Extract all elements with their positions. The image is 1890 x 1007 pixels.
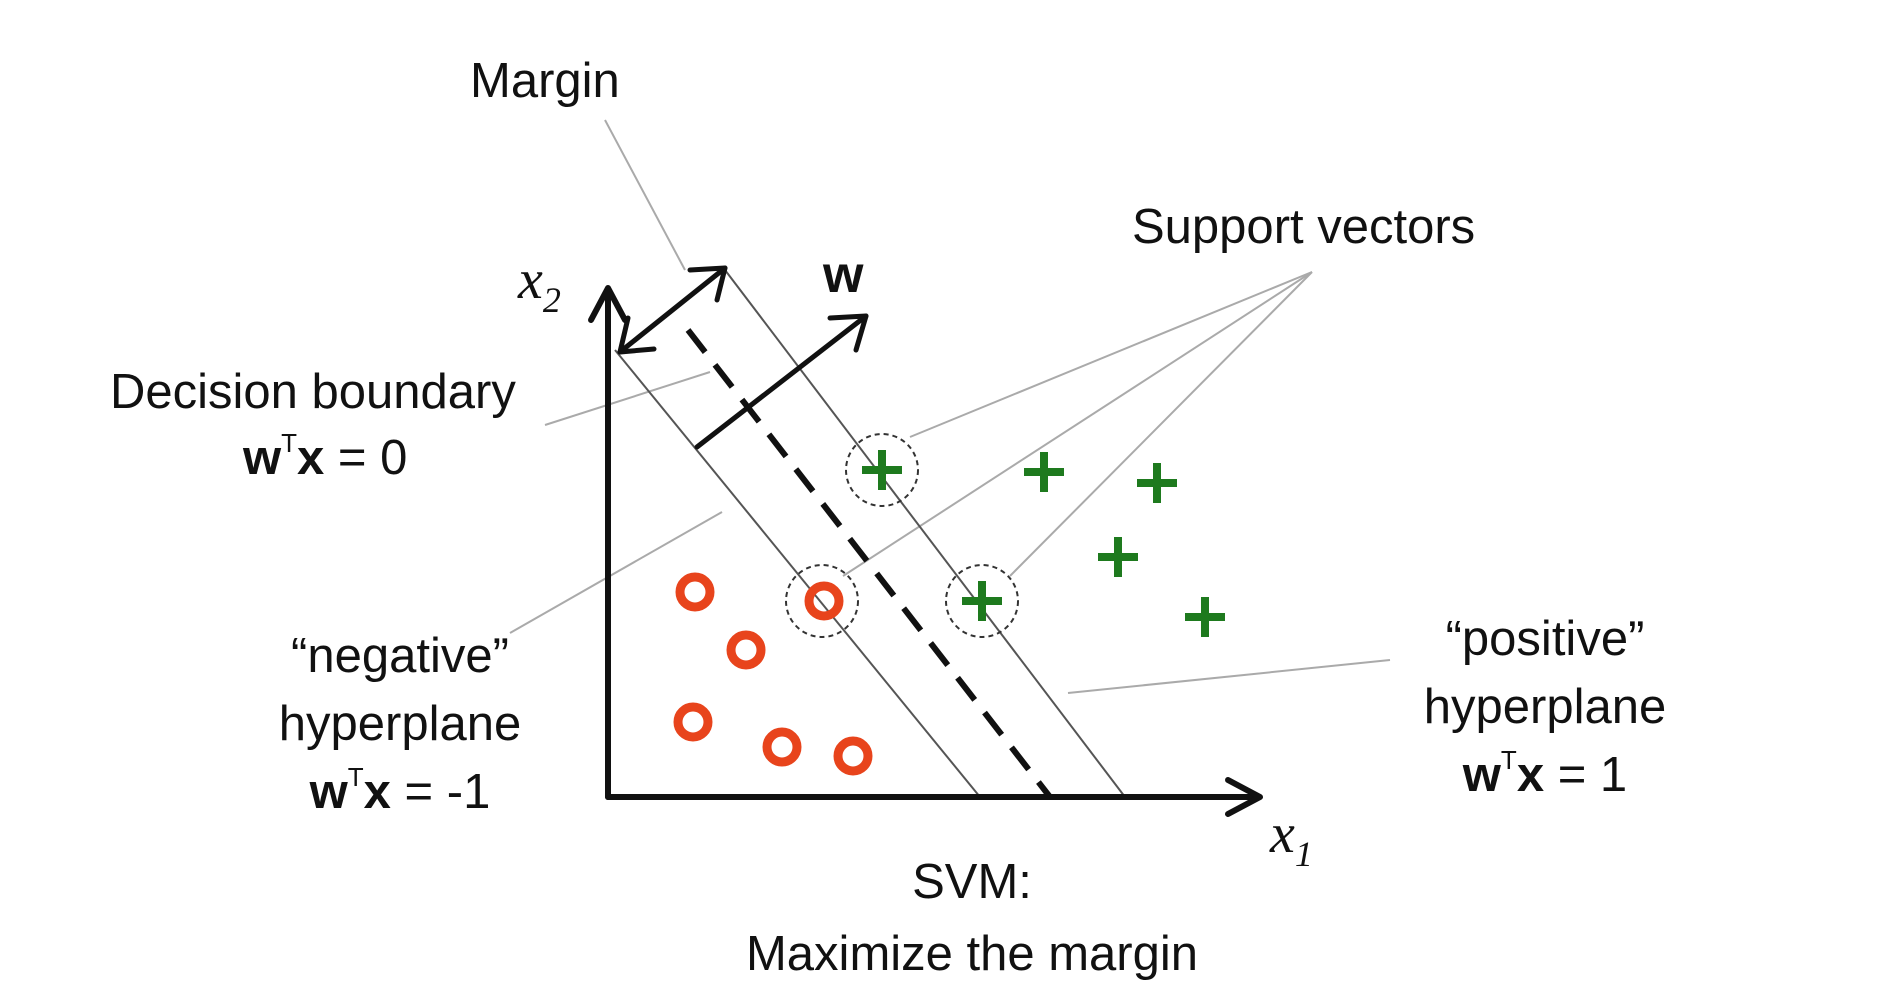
negative-point — [762, 727, 802, 767]
caption-line1: SVM: — [912, 855, 1032, 909]
positive-point — [962, 581, 1002, 621]
positive-hyperplane-line2: hyperplane — [1424, 680, 1666, 734]
negative-hyperplane-line — [614, 349, 981, 798]
w-vector-label: w — [822, 246, 864, 304]
positive-hyperplane-line1: “positive” — [1446, 612, 1645, 666]
positive-point — [1137, 463, 1177, 503]
negative-point — [675, 572, 715, 612]
support-vector-leader-line-3 — [1009, 271, 1313, 577]
negative-point — [833, 736, 873, 776]
negative-hyperplane-equation: wTx = -1 — [309, 762, 491, 819]
x2-axis-label: x2 — [517, 249, 561, 320]
negative-hyperplane-leader-line — [509, 511, 723, 634]
margin-arrow — [617, 265, 728, 355]
negative-point — [673, 702, 713, 742]
negative-class-points — [673, 572, 873, 776]
support-vectors-label: Support vectors — [1132, 200, 1475, 254]
positive-point — [1098, 537, 1138, 577]
decision-boundary-equation: wTx = 0 — [242, 428, 407, 485]
positive-point — [1185, 597, 1225, 637]
x2-axis-arrowhead — [588, 285, 628, 323]
support-vector-ring — [945, 564, 1019, 638]
x1-axis-label: x1 — [1269, 803, 1313, 874]
negative-point — [804, 581, 844, 621]
decision-boundary-leader-line — [544, 371, 711, 426]
margin-label: Margin — [470, 54, 620, 108]
support-vector-leader-line-1 — [909, 271, 1313, 438]
support-vector-ring — [785, 564, 859, 638]
margin-leader-line — [604, 119, 686, 271]
positive-hyperplane-equation: wTx = 1 — [1462, 745, 1627, 802]
negative-hyperplane-line1: “negative” — [291, 629, 509, 683]
decision-boundary-title: Decision boundary — [110, 365, 516, 419]
caption-line2: Maximize the margin — [746, 927, 1198, 981]
positive-point — [1024, 452, 1064, 492]
negative-hyperplane-line2: hyperplane — [279, 697, 521, 751]
decision-boundary-line — [685, 328, 1053, 799]
positive-hyperplane-leader-line — [1067, 659, 1391, 694]
support-vector-ring — [845, 433, 919, 507]
w-vector-arrow — [694, 313, 869, 450]
hyperplanes — [614, 269, 1126, 799]
leader-lines — [509, 119, 1391, 694]
positive-class-points — [862, 450, 1225, 637]
support-vector-leader-line-2 — [842, 271, 1313, 577]
x1-axis-arrowhead — [1225, 777, 1263, 817]
positive-hyperplane-line — [724, 269, 1126, 798]
axes — [588, 285, 1263, 817]
negative-point — [726, 630, 766, 670]
support-vector-rings — [785, 433, 1019, 638]
positive-point — [862, 450, 902, 490]
